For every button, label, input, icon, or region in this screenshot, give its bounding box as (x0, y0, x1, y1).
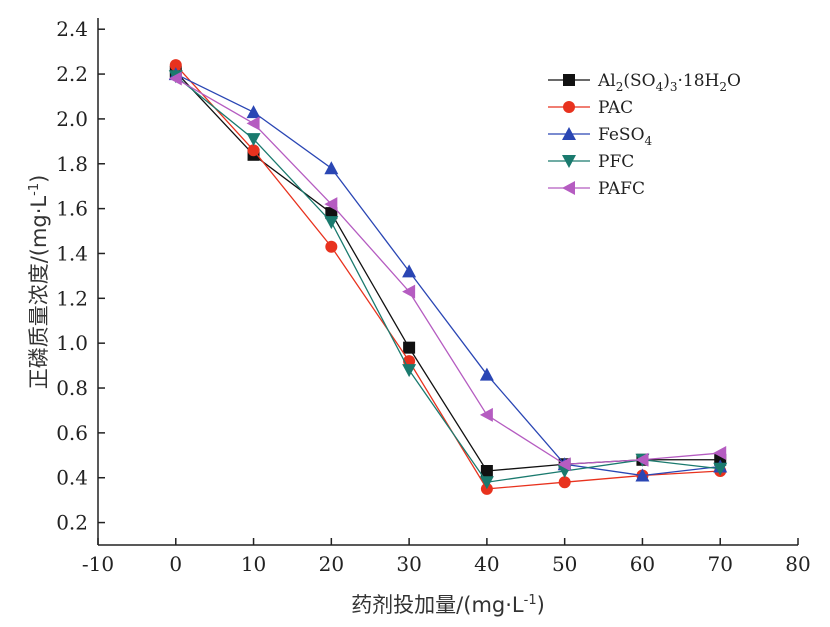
data-point (558, 476, 571, 489)
data-point (325, 240, 338, 253)
legend-item: PAC (548, 98, 633, 118)
legend-label: PAFC (598, 179, 645, 199)
x-axis-title-sup: -1 (524, 593, 537, 608)
legend-item: Al2(SO4)3·18H2O (548, 71, 741, 94)
y-tick-label: 1.4 (56, 241, 88, 265)
x-tick-label: 40 (474, 552, 499, 576)
series-layer (168, 59, 728, 495)
data-point (246, 133, 261, 147)
legend-item: FeSO4 (548, 125, 653, 148)
plot-frame (97, 18, 798, 546)
data-point (635, 452, 649, 467)
data-point (713, 446, 727, 461)
data-point (324, 216, 339, 230)
y-axis-title: 正磷质量浓度/(mg·L-1) (27, 175, 51, 390)
data-point (169, 59, 182, 72)
y-tick-label: 0.6 (56, 421, 88, 445)
data-point (246, 105, 261, 119)
series-line (175, 73, 721, 477)
data-point (247, 144, 260, 157)
y-tick-label: 2.0 (56, 107, 88, 131)
x-tick-label: 80 (785, 552, 810, 576)
y-tick-label: 1.0 (56, 331, 88, 355)
y-tick-label: 1.2 (56, 286, 88, 310)
x-tick-label: -10 (82, 552, 114, 576)
y-tick-label: 0.8 (56, 376, 88, 400)
y-axis-title-main: 正磷质量浓度/(mg·L (27, 196, 51, 390)
legend-label: Al2(SO4)3·18H2O (597, 71, 741, 94)
y-tick-label: 2.2 (56, 62, 88, 86)
data-point (402, 264, 417, 278)
data-point (479, 476, 494, 490)
data-point (713, 462, 728, 476)
x-tick-label: 10 (241, 552, 266, 576)
data-point (324, 161, 339, 175)
legend-label: PAC (598, 98, 633, 118)
series-line (175, 75, 721, 483)
series-line (175, 77, 721, 465)
data-point (324, 197, 338, 212)
x-tick-label: 70 (707, 552, 732, 576)
legend-item: PAFC (548, 179, 645, 199)
y-tick-label: 1.6 (56, 197, 88, 221)
legend-marker (563, 74, 575, 86)
data-point (402, 284, 416, 299)
y-tick-label: 0.4 (56, 466, 88, 490)
legend-marker (563, 101, 575, 113)
y-axis-title-sup: -1 (27, 183, 42, 196)
legend-marker (562, 155, 576, 168)
x-axis-title-main: 药剂投加量/(mg·L (351, 593, 524, 617)
data-point (635, 468, 650, 482)
data-point (480, 464, 493, 477)
data-point (403, 341, 416, 354)
data-point (402, 364, 417, 378)
legend-marker (562, 127, 576, 140)
legend-marker (562, 181, 575, 195)
x-axis-title: 药剂投加量/(mg·L-1) (351, 593, 545, 617)
data-point (168, 71, 182, 86)
x-tick-label: 60 (630, 552, 655, 576)
x-tick-label: 30 (396, 552, 421, 576)
data-point (557, 457, 571, 472)
x-tick-label: 20 (319, 552, 344, 576)
y-tick-label: 0.2 (56, 511, 88, 535)
x-axis-ticks: -10 0 10 20 30 40 50 60 70 80 (82, 538, 811, 576)
y-axis-title-close: ) (27, 175, 51, 183)
y-axis-ticks: 0.2 0.4 0.6 0.8 1.0 1.2 1.4 1.6 1.8 2.0 2.2 2.4 (56, 17, 105, 535)
legend-label: FeSO4 (598, 125, 653, 148)
legend-label: PFC (598, 152, 634, 172)
data-point (479, 407, 493, 422)
y-tick-label: 1.8 (56, 152, 88, 176)
data-point (479, 367, 494, 381)
x-tick-label: 0 (169, 552, 182, 576)
x-axis-title-close: ) (537, 593, 545, 617)
data-point (246, 116, 260, 131)
legend: Al2(SO4)3·18H2O PAC FeSO4 PFC PAFC (548, 71, 741, 199)
legend-item: PFC (548, 152, 634, 172)
y-tick-label: 2.4 (56, 17, 88, 41)
series-pafc (168, 71, 727, 472)
x-tick-label: 50 (552, 552, 577, 576)
